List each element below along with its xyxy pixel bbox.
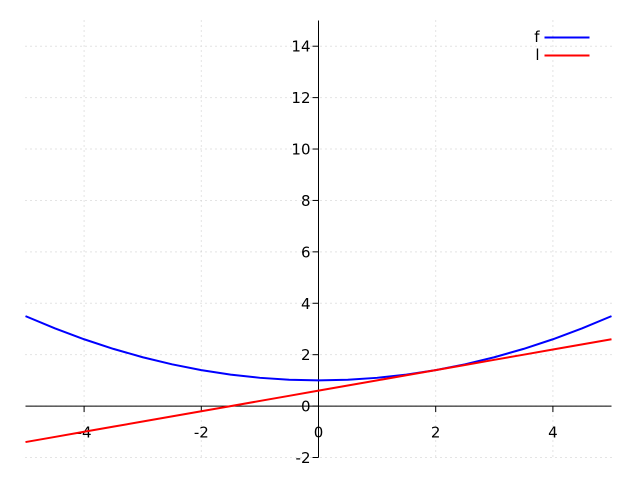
y-tick-label: 6 <box>301 243 311 261</box>
x-tick-label: -2 <box>194 424 209 442</box>
y-tick-label: 14 <box>291 38 310 56</box>
line-series <box>25 315 612 382</box>
y-tick-label: 8 <box>301 192 311 210</box>
y-tick-label: 10 <box>291 141 310 159</box>
line-series <box>25 338 612 444</box>
y-tick-label: 4 <box>301 295 311 313</box>
x-tick-label: 2 <box>431 424 441 442</box>
y-tick-label: 12 <box>291 89 310 107</box>
legend-label: l <box>535 46 539 64</box>
y-tick-label: -2 <box>296 449 311 467</box>
y-tick-label: 2 <box>301 346 311 364</box>
legend-label: f <box>534 28 540 46</box>
x-tick-label: 4 <box>548 424 558 442</box>
